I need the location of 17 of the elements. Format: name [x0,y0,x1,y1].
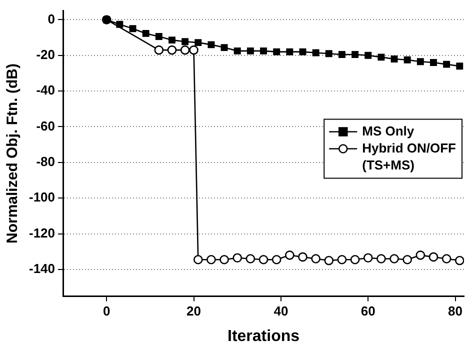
y-tick-label: -20 [36,46,56,62]
x-tick-label: 20 [186,304,202,319]
y-tick-label: -60 [36,118,56,134]
y-tick-label: -40 [36,82,56,98]
x-tick-label: 40 [274,304,288,319]
y-tick-label: -100 [28,190,56,205]
x-tick-label: 0 [102,304,110,319]
y-tick-label: -80 [36,154,56,169]
y-axis-title: Normalized Obj. Ftn. (dB) [4,64,22,244]
y-tick-label: -120 [28,225,56,240]
x-tick-label: 60 [360,304,376,319]
y-tick-label: -140 [28,261,56,276]
y-tick-label: 0 [48,11,56,26]
x-axis-title: Iterations [228,328,300,345]
legend-label: MS Only [362,123,415,138]
x-tick-label: 80 [448,304,463,319]
legend-label: Hybrid ON/OFF (TS+MS) [362,140,456,172]
